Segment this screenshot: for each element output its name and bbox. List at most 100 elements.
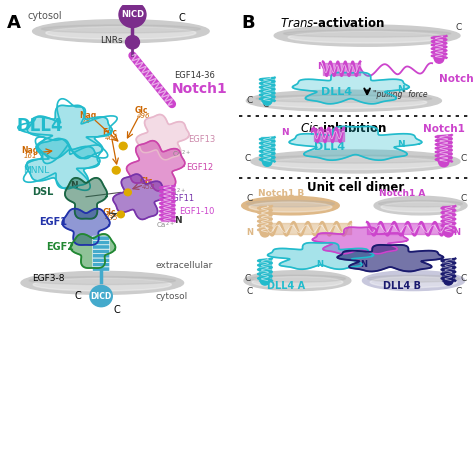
- Text: Glc: Glc: [135, 106, 148, 115]
- Text: Notch1: Notch1: [423, 123, 465, 134]
- Ellipse shape: [33, 20, 209, 43]
- FancyBboxPatch shape: [92, 236, 109, 240]
- FancyBboxPatch shape: [92, 263, 109, 267]
- Text: MNNL: MNNL: [23, 166, 50, 175]
- FancyBboxPatch shape: [92, 249, 109, 254]
- Text: Unit cell dimer: Unit cell dimer: [307, 181, 404, 194]
- Ellipse shape: [256, 95, 432, 102]
- Ellipse shape: [21, 272, 183, 294]
- Text: N: N: [246, 228, 253, 237]
- Circle shape: [438, 157, 449, 167]
- Text: C: C: [456, 23, 462, 32]
- Polygon shape: [71, 234, 116, 268]
- Text: C: C: [246, 96, 253, 105]
- FancyBboxPatch shape: [92, 245, 109, 249]
- Circle shape: [263, 158, 272, 166]
- Text: "pulling" force: "pulling" force: [373, 89, 428, 99]
- Ellipse shape: [274, 25, 460, 46]
- Text: EGF12: EGF12: [186, 163, 213, 172]
- Text: DLL4: DLL4: [320, 87, 352, 97]
- Text: N: N: [70, 181, 77, 190]
- Text: DLL4: DLL4: [16, 117, 63, 135]
- Text: 78: 78: [82, 118, 91, 123]
- Ellipse shape: [46, 26, 196, 39]
- Ellipse shape: [381, 202, 460, 212]
- Text: 496: 496: [137, 113, 151, 119]
- Text: Notch1: Notch1: [172, 82, 228, 96]
- Text: Fuc: Fuc: [102, 128, 117, 137]
- Polygon shape: [62, 209, 110, 245]
- Text: N: N: [397, 85, 405, 94]
- Polygon shape: [292, 72, 410, 104]
- FancyBboxPatch shape: [92, 258, 109, 263]
- Text: EGF11: EGF11: [167, 194, 194, 203]
- Ellipse shape: [363, 271, 465, 290]
- Text: EGF1-10: EGF1-10: [179, 208, 214, 217]
- Text: N: N: [309, 128, 317, 137]
- Text: C: C: [460, 274, 466, 283]
- Ellipse shape: [249, 202, 332, 212]
- Ellipse shape: [251, 150, 460, 173]
- Text: N: N: [317, 62, 325, 71]
- Polygon shape: [136, 114, 189, 160]
- Ellipse shape: [244, 271, 351, 290]
- Text: C: C: [246, 194, 253, 203]
- Polygon shape: [27, 105, 112, 158]
- Text: DSL: DSL: [33, 186, 54, 197]
- Ellipse shape: [283, 30, 451, 37]
- Circle shape: [444, 228, 453, 237]
- Ellipse shape: [242, 196, 339, 215]
- Text: B: B: [242, 14, 255, 32]
- Ellipse shape: [262, 155, 449, 163]
- Text: N: N: [174, 216, 182, 225]
- Text: EGF2: EGF2: [46, 242, 74, 252]
- Circle shape: [119, 142, 127, 150]
- Ellipse shape: [374, 196, 467, 215]
- Ellipse shape: [367, 275, 460, 282]
- Text: DLL4: DLL4: [314, 142, 345, 152]
- Ellipse shape: [29, 277, 175, 285]
- Text: 458: 458: [142, 184, 155, 190]
- Text: DICD: DICD: [91, 291, 112, 301]
- Text: $\mathit{Trans}$-activation: $\mathit{Trans}$-activation: [280, 16, 385, 30]
- Text: N: N: [453, 228, 460, 237]
- Text: C: C: [114, 306, 121, 315]
- Text: EGF13: EGF13: [188, 135, 216, 144]
- Text: N: N: [397, 140, 405, 149]
- Polygon shape: [267, 243, 374, 269]
- Circle shape: [124, 189, 131, 196]
- Text: N: N: [316, 261, 323, 270]
- Polygon shape: [312, 227, 408, 254]
- Text: NICD: NICD: [121, 10, 144, 19]
- Text: Nag: Nag: [21, 146, 38, 155]
- Ellipse shape: [33, 278, 172, 291]
- Circle shape: [263, 96, 272, 105]
- Ellipse shape: [246, 201, 334, 207]
- Polygon shape: [289, 126, 422, 160]
- Text: Notch1 B: Notch1 B: [258, 189, 304, 198]
- Circle shape: [444, 276, 453, 285]
- FancyBboxPatch shape: [92, 267, 109, 271]
- Text: 161: 161: [23, 153, 37, 159]
- Text: N: N: [360, 261, 367, 270]
- Text: DLL4 B: DLL4 B: [383, 281, 421, 291]
- Circle shape: [260, 276, 270, 285]
- Text: $\mathit{Cis}$-inhibition: $\mathit{Cis}$-inhibition: [301, 121, 387, 135]
- FancyBboxPatch shape: [92, 240, 109, 245]
- Circle shape: [260, 228, 270, 237]
- Ellipse shape: [267, 157, 444, 169]
- Ellipse shape: [370, 277, 457, 288]
- Circle shape: [118, 211, 124, 218]
- Text: EGF3-8: EGF3-8: [33, 274, 65, 283]
- Circle shape: [126, 35, 139, 49]
- Ellipse shape: [246, 90, 441, 111]
- FancyBboxPatch shape: [92, 254, 109, 258]
- Text: C: C: [460, 155, 466, 164]
- Text: cytosol: cytosol: [28, 11, 63, 21]
- Polygon shape: [127, 140, 185, 191]
- Text: 466: 466: [105, 135, 118, 141]
- Polygon shape: [65, 178, 107, 219]
- Ellipse shape: [249, 275, 346, 282]
- Ellipse shape: [41, 25, 201, 33]
- Text: Ca$^{2+}$: Ca$^{2+}$: [172, 149, 191, 160]
